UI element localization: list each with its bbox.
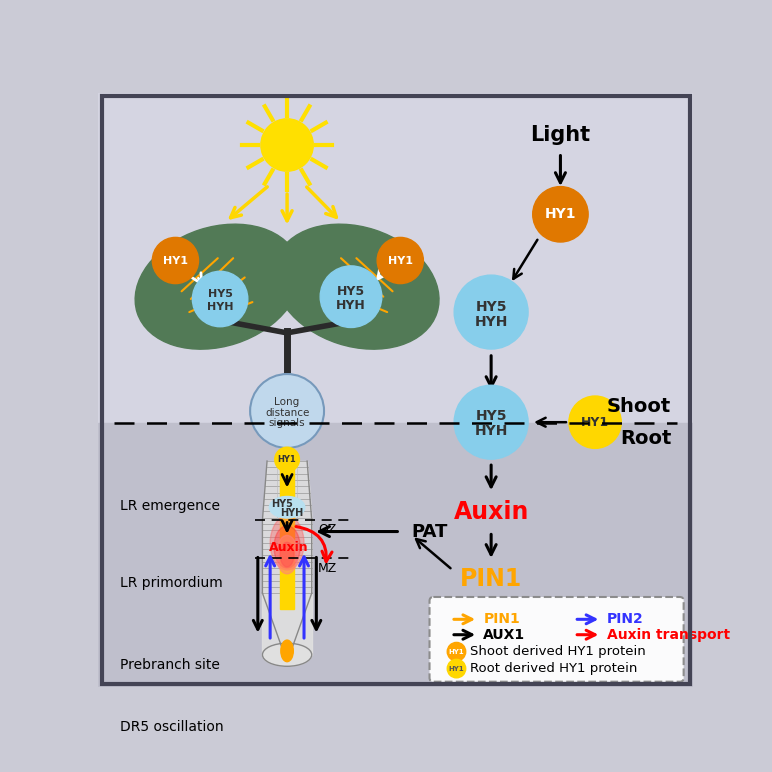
Ellipse shape [281,640,293,662]
Circle shape [454,385,528,459]
Text: HYH: HYH [475,425,508,438]
Text: HYH: HYH [207,302,233,312]
Circle shape [250,374,324,448]
Bar [280,461,294,608]
Circle shape [569,396,621,449]
Circle shape [454,275,528,349]
Text: Root: Root [620,428,672,448]
Circle shape [447,642,466,661]
Text: Auxin transport: Auxin transport [607,628,730,642]
Text: HY1: HY1 [581,415,609,428]
Bar [99,422,693,687]
Text: distance: distance [265,408,310,418]
Text: AUX1: AUX1 [483,628,526,642]
Text: Shoot derived HY1 protein: Shoot derived HY1 protein [470,645,646,659]
Text: OZ: OZ [318,523,337,536]
Circle shape [533,187,588,242]
Circle shape [447,659,466,678]
Ellipse shape [274,224,439,349]
Ellipse shape [280,542,294,567]
Text: Long: Long [275,397,300,407]
Text: MZ: MZ [318,561,337,574]
Text: HY1: HY1 [449,665,464,672]
Text: HY1: HY1 [163,256,188,266]
Text: PIN1: PIN1 [460,567,522,591]
Ellipse shape [276,536,298,574]
Text: PIN1: PIN1 [483,612,520,626]
Text: PIN2: PIN2 [607,612,643,626]
Text: HYH: HYH [336,299,366,312]
Text: DR5 oscillation: DR5 oscillation [120,720,224,733]
Ellipse shape [262,643,312,666]
Text: Root derived HY1 protein: Root derived HY1 protein [470,662,638,675]
Circle shape [261,119,313,171]
Text: HY5: HY5 [272,499,293,510]
Text: HYH: HYH [280,509,303,519]
Ellipse shape [270,516,304,570]
Ellipse shape [274,526,300,568]
Text: HY5: HY5 [476,300,507,313]
FancyBboxPatch shape [429,597,684,682]
Text: HYH: HYH [475,315,508,329]
Text: signals: signals [269,418,306,428]
Circle shape [320,266,382,327]
Ellipse shape [269,496,305,518]
Text: Shoot: Shoot [607,398,672,416]
Text: HY1: HY1 [545,208,576,222]
Text: HY1: HY1 [278,455,296,464]
Text: HY5: HY5 [208,290,232,300]
Text: Prebranch site: Prebranch site [120,658,220,672]
Circle shape [378,238,423,283]
Circle shape [152,238,198,283]
Circle shape [192,271,248,327]
Text: Light: Light [530,125,591,145]
Circle shape [275,447,300,472]
Text: Auxin: Auxin [453,500,529,524]
Text: PAT: PAT [411,523,449,540]
Text: Auxin: Auxin [269,541,309,554]
Text: LR primordium: LR primordium [120,576,223,590]
Text: LR emergence: LR emergence [120,499,220,513]
Ellipse shape [135,224,300,349]
Text: HY1: HY1 [388,256,413,266]
Bar [99,93,693,422]
Text: HY5: HY5 [337,285,365,298]
Text: HY5: HY5 [476,409,507,423]
Text: HY1: HY1 [449,648,464,655]
